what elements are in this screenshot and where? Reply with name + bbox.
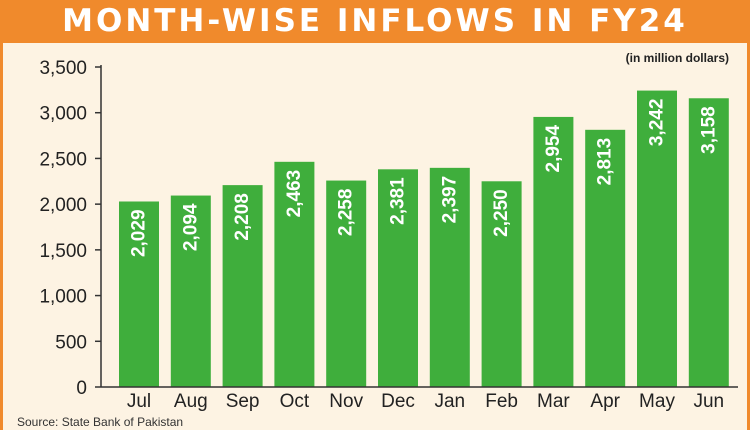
x-tick-label: Oct — [280, 391, 310, 412]
bar — [637, 90, 677, 388]
x-tick-label: Aug — [174, 391, 208, 412]
bar-value-label: 2,258 — [336, 189, 357, 237]
x-axis: Jul Aug Sep Oct Nov Dec Jan Feb Mar Apr May Jun — [101, 386, 738, 412]
x-tick-label: Jan — [434, 391, 465, 412]
x-tick-label: Feb — [485, 391, 518, 412]
bar — [326, 180, 367, 387]
bar — [688, 98, 729, 388]
x-tick-label: Jun — [693, 391, 724, 412]
y-tick-label: 500 — [55, 332, 87, 353]
bar-value-label: 2,208 — [232, 193, 253, 241]
bar — [378, 169, 418, 387]
bar-value-label: 2,813 — [595, 138, 616, 186]
x-tick-label: Apr — [590, 391, 620, 412]
bar-value-label: 2,381 — [388, 177, 409, 225]
bar-value-label: 2,397 — [439, 176, 460, 224]
x-tick-label: Mar — [537, 391, 570, 412]
bar-value-label: 2,954 — [543, 124, 564, 172]
bar — [481, 181, 522, 387]
bar — [585, 129, 626, 387]
x-tick-label: Sep — [226, 391, 260, 412]
y-tick-label: 1,500 — [39, 241, 87, 262]
bar — [429, 167, 470, 387]
bar-value-label: 2,094 — [180, 203, 201, 251]
bar-value-label: 2,463 — [284, 170, 305, 218]
y-tick-label: 2,000 — [39, 195, 87, 216]
unit-note: (in million dollars) — [625, 51, 729, 65]
bar — [170, 195, 211, 387]
bar — [274, 161, 315, 387]
y-axis: 0 500 1,000 1,500 2,000 2,500 3,000 3,500 — [39, 58, 102, 399]
bar-value-label: 3,242 — [647, 99, 668, 147]
y-tick-label: 0 — [76, 378, 87, 399]
bar-value-label: 2,250 — [491, 189, 512, 237]
bar-value-label: 2,029 — [129, 209, 150, 257]
chart-title: MONTH-WISE INFLOWS IN FY24 — [3, 0, 747, 43]
y-tick-label: 3,000 — [39, 104, 87, 125]
bar-chart: 0 500 1,000 1,500 2,000 2,500 3,000 3,500 2,029… — [39, 58, 738, 412]
bars: 2,029 2,094 2,208 2,463 2,258 2,381 2,397 2,250… — [119, 90, 729, 388]
y-tick-label: 3,500 — [39, 58, 87, 79]
bar-value-label: 3,158 — [698, 106, 719, 154]
source-note: Source: State Bank of Pakistan — [17, 415, 184, 429]
x-tick-label: Dec — [381, 391, 415, 412]
bar — [119, 201, 159, 387]
y-tick-label: 2,500 — [39, 149, 87, 170]
x-tick-label: May — [639, 391, 675, 412]
bar — [222, 185, 263, 387]
y-tick-label: 1,000 — [39, 287, 87, 308]
x-tick-label: Jul — [127, 391, 151, 412]
x-tick-label: Nov — [329, 391, 363, 412]
bar — [533, 116, 574, 388]
